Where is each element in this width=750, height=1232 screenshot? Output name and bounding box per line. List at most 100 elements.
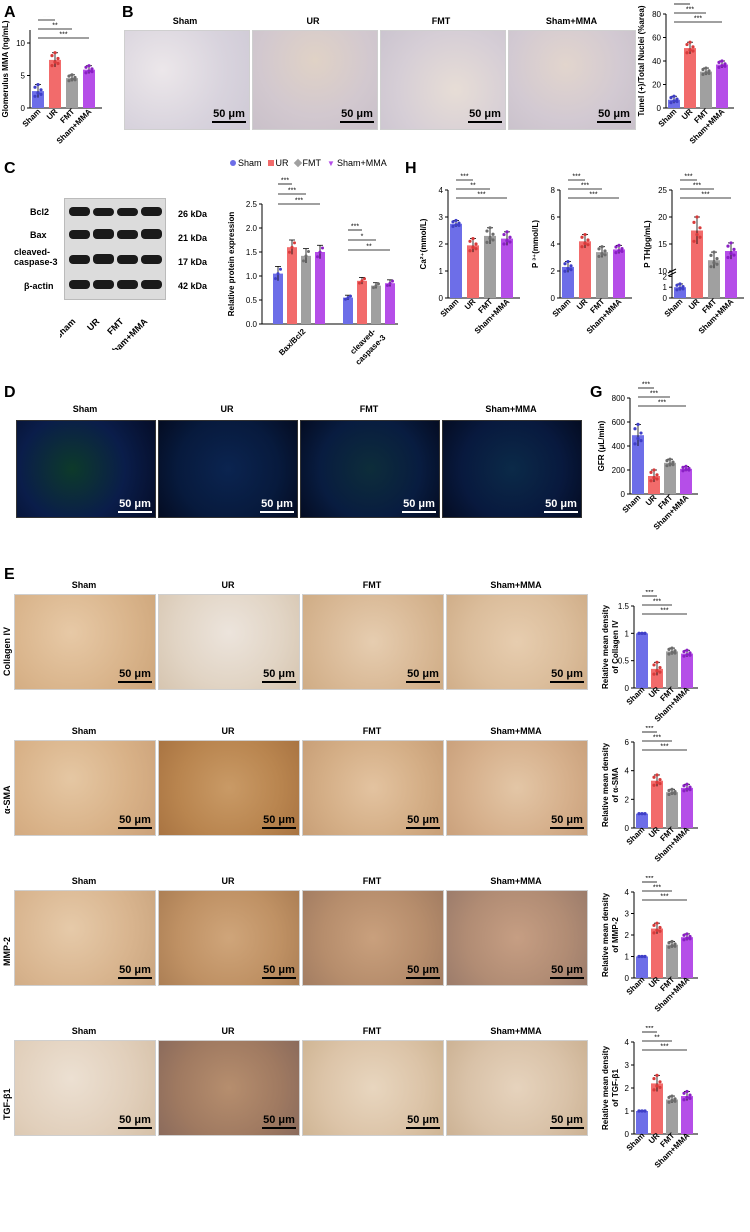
data-point <box>682 784 686 788</box>
scalebar-e1-4: 50 μm <box>550 668 584 683</box>
data-point <box>687 468 691 472</box>
bar-3 <box>681 653 693 688</box>
scalebar-e2-3: 50 μm <box>406 814 440 829</box>
bar-3 <box>680 468 692 494</box>
sig-label: *** <box>684 174 692 181</box>
data-point <box>649 470 653 474</box>
data-point <box>670 791 674 795</box>
y-tick-label: 4 <box>625 767 630 776</box>
data-point <box>633 427 637 431</box>
data-point <box>491 238 495 242</box>
data-point <box>655 921 659 925</box>
data-point <box>652 476 656 480</box>
scalebar-e2-1: 50 μm <box>118 814 152 829</box>
data-point <box>723 64 727 68</box>
data-point <box>451 224 455 228</box>
y-tick-label: 2.5 <box>246 200 258 209</box>
sig-label: *** <box>645 876 653 883</box>
y-tick-label: 4 <box>625 888 630 897</box>
data-point <box>344 297 347 301</box>
y-tick-label: 0 <box>625 1130 630 1139</box>
data-point <box>720 63 724 68</box>
micro-title-sham-mma: Sham+MMA <box>545 16 598 26</box>
data-point <box>374 284 378 288</box>
data-point <box>637 954 641 959</box>
ihc-tgfb1-fmt <box>302 1040 444 1136</box>
data-point <box>566 266 570 271</box>
bar-2 <box>666 651 678 688</box>
data-point <box>36 83 40 87</box>
e3-title-fmt: FMT <box>362 876 382 886</box>
data-point <box>640 631 644 635</box>
data-point <box>669 100 673 105</box>
data-point <box>377 282 380 286</box>
data-point <box>597 254 601 259</box>
scalebar-e4-1: 50 μm <box>118 1114 152 1129</box>
y-tick-label: 20 <box>658 213 667 222</box>
data-point <box>640 1109 644 1113</box>
data-point <box>56 61 60 66</box>
data-point <box>678 286 682 290</box>
data-point <box>617 249 621 253</box>
data-point <box>580 235 584 239</box>
data-point <box>457 221 461 225</box>
data-point <box>655 773 659 777</box>
bar-2 <box>666 792 678 828</box>
data-point <box>667 941 671 945</box>
data-point <box>670 650 674 654</box>
scalebar-b-4: 50 μm <box>597 108 631 123</box>
sig-label: *** <box>658 400 666 407</box>
data-point <box>633 442 637 446</box>
bar-2 <box>664 462 676 494</box>
sig-label: *** <box>572 174 580 181</box>
data-point <box>668 457 672 461</box>
data-point <box>643 812 647 816</box>
panel-letter-a: A <box>4 4 16 21</box>
data-point <box>670 787 674 791</box>
scalebar-d-2: 50 μm <box>260 498 294 513</box>
y-tick-label: 0 <box>625 824 630 833</box>
data-point <box>684 467 688 472</box>
scalebar-e3-1: 50 μm <box>118 964 152 979</box>
panel-letter-c: C <box>4 160 16 177</box>
y-tick-label: 3 <box>625 910 630 919</box>
data-point <box>673 1099 677 1103</box>
y-tick-label: 400 <box>612 442 626 451</box>
ihc-tgfb1-ur <box>158 1040 300 1136</box>
bar-0 <box>674 287 686 298</box>
e4-title-sham: Sham <box>71 1026 97 1036</box>
data-point <box>569 268 573 272</box>
data-point <box>488 226 492 230</box>
data-point <box>732 247 736 251</box>
ihc-asma-sham-mma <box>446 740 588 836</box>
data-point <box>569 264 573 268</box>
scalebar-e4-3: 50 μm <box>406 1114 440 1129</box>
data-point <box>293 241 296 245</box>
y-tick-label: 6 <box>551 213 556 222</box>
data-point <box>652 783 656 787</box>
sig-label: *** <box>701 192 709 199</box>
data-point <box>360 279 364 283</box>
data-point <box>90 67 94 71</box>
ihc-row-label-mmp2: MMP-2 <box>2 937 12 966</box>
data-point <box>346 296 350 300</box>
data-point <box>87 69 91 73</box>
data-point <box>673 1097 677 1101</box>
sig-label: *** <box>581 183 589 190</box>
data-point <box>50 54 54 58</box>
bar-3 <box>681 937 693 978</box>
data-point <box>698 226 702 230</box>
sig-label: *** <box>460 174 468 181</box>
data-point <box>670 1098 674 1103</box>
bar-0 <box>636 813 648 828</box>
bar-3 <box>613 249 625 298</box>
y-tick-label: 3 <box>439 213 444 222</box>
data-point <box>471 245 475 249</box>
bar-0 <box>636 1111 648 1134</box>
data-point <box>600 245 604 249</box>
data-point <box>729 241 733 245</box>
data-point <box>502 232 506 237</box>
data-point <box>652 1076 656 1081</box>
data-point <box>665 459 669 463</box>
